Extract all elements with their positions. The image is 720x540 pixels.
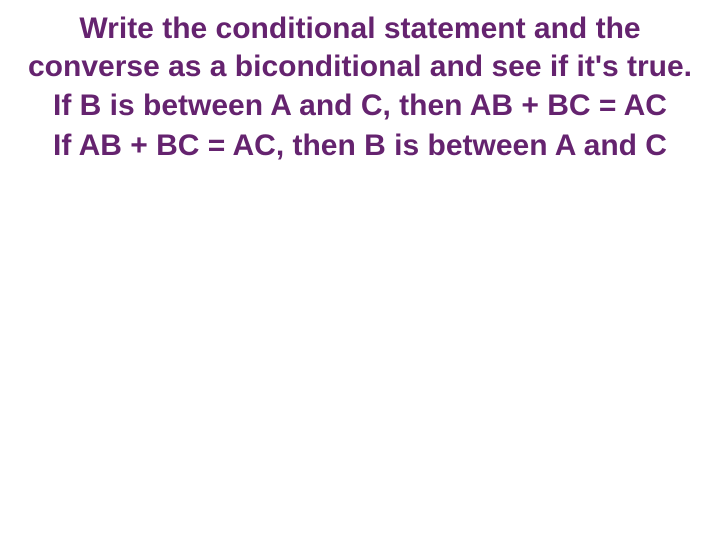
slide-content: Write the conditional statement and the … bbox=[18, 10, 702, 164]
converse-statement: If AB + BC = AC, then B is between A and… bbox=[18, 127, 702, 165]
instruction-text: Write the conditional statement and the … bbox=[18, 10, 702, 85]
conditional-statement: If B is between A and C, then AB + BC = … bbox=[18, 87, 702, 125]
